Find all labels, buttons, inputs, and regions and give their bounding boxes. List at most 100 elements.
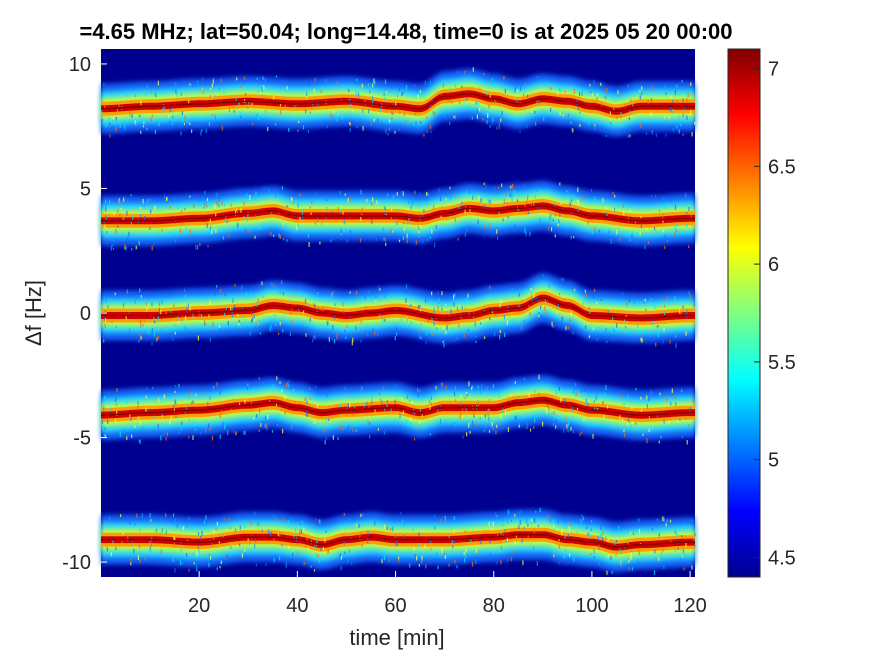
band-speckle <box>153 331 156 337</box>
band-speckle <box>408 218 410 223</box>
band-speckle <box>178 321 180 325</box>
band-speckle <box>257 90 259 93</box>
band-speckle <box>418 564 420 567</box>
band-speckle <box>530 290 532 296</box>
band-speckle <box>406 394 409 400</box>
band-speckle <box>279 234 281 239</box>
band-speckle <box>247 87 249 90</box>
band-speckle <box>464 557 466 563</box>
band-speckle <box>551 216 553 221</box>
band-speckle <box>155 92 157 98</box>
band-speckle <box>313 88 315 94</box>
band-speckle <box>405 284 408 290</box>
band-speckle <box>228 518 230 521</box>
band-speckle <box>592 299 594 303</box>
band-speckle <box>282 291 285 296</box>
band-speckle <box>451 100 453 104</box>
band-ridge <box>101 297 695 319</box>
band-speckle <box>223 203 225 207</box>
band-speckle <box>475 108 477 114</box>
band-speckle <box>541 380 543 383</box>
band-speckle <box>410 205 412 210</box>
band-speckle <box>548 406 550 411</box>
band-speckle <box>505 409 507 414</box>
band-speckle <box>317 553 319 558</box>
band-speckle <box>607 310 609 313</box>
band-speckle <box>367 419 369 423</box>
band-speckle <box>129 328 131 333</box>
band-speckle <box>396 192 398 196</box>
band-speckle <box>121 540 123 544</box>
band-speckle <box>267 553 269 556</box>
band-speckle <box>207 559 209 563</box>
band-speckle <box>672 100 674 104</box>
band-speckle <box>104 427 106 431</box>
band-speckle <box>398 556 400 560</box>
band-speckle <box>355 90 357 96</box>
band-speckle <box>690 110 692 116</box>
band-speckle <box>670 200 672 203</box>
band-speckle <box>681 435 683 439</box>
band-speckle <box>688 291 690 295</box>
y-tick-label: 10 <box>69 54 91 76</box>
band-speckle <box>307 303 309 306</box>
band-speckle <box>332 325 334 330</box>
band-speckle <box>454 193 456 197</box>
band-speckle <box>501 111 503 116</box>
band-speckle <box>364 294 366 300</box>
band-speckle <box>628 560 630 563</box>
band-speckle <box>553 554 555 558</box>
band-speckle <box>199 107 201 111</box>
band-speckle <box>223 517 225 521</box>
band-speckle <box>235 431 237 436</box>
band-speckle <box>623 429 625 433</box>
band-speckle <box>554 234 556 238</box>
band-speckle <box>444 519 446 523</box>
band-speckle <box>317 292 319 295</box>
band-speckle <box>176 524 178 528</box>
band-speckle <box>295 528 297 533</box>
band-speckle <box>679 418 681 421</box>
band-speckle <box>444 303 447 306</box>
band-speckle <box>189 306 191 311</box>
band-speckle <box>477 100 479 106</box>
band-speckle <box>527 194 529 198</box>
band-speckle <box>414 190 416 195</box>
band-speckle <box>225 555 227 560</box>
band-speckle <box>536 561 538 566</box>
band-speckle <box>444 515 446 521</box>
colorbar-tick-label: 4.5 <box>768 547 796 569</box>
band-speckle <box>281 310 283 313</box>
band-speckle <box>300 529 303 535</box>
band-speckle <box>602 198 604 203</box>
band-speckle <box>625 315 627 318</box>
band-speckle <box>509 399 512 403</box>
band-speckle <box>513 190 515 194</box>
band-speckle <box>507 216 509 219</box>
band-speckle <box>610 122 612 125</box>
band-speckle <box>578 518 581 524</box>
band-speckle <box>119 213 121 218</box>
band-speckle <box>445 385 447 390</box>
band-speckle <box>163 432 165 436</box>
band-speckle <box>250 402 252 405</box>
band-speckle <box>399 413 401 419</box>
band-speckle <box>650 111 652 117</box>
band-speckle <box>298 307 300 312</box>
band-speckle <box>367 538 369 544</box>
band-speckle <box>393 194 395 199</box>
band-speckle <box>517 208 520 211</box>
band-speckle <box>639 331 642 335</box>
band-speckle <box>574 382 576 387</box>
band-speckle <box>389 388 391 393</box>
band-speckle <box>115 403 117 406</box>
band-speckle <box>179 228 181 233</box>
band-speckle <box>227 320 229 326</box>
band-speckle <box>421 556 423 561</box>
band-speckle <box>500 118 502 123</box>
band-speckle <box>383 205 385 209</box>
band-speckle <box>623 403 625 407</box>
band-speckle <box>214 115 216 121</box>
band-speckle <box>656 518 658 522</box>
band-speckle <box>570 235 572 239</box>
